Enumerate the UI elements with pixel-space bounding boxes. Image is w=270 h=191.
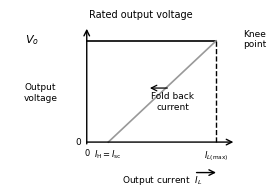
Text: Output current  $I_L$: Output current $I_L$ bbox=[122, 174, 203, 187]
Text: Rated output voltage: Rated output voltage bbox=[89, 10, 192, 20]
Text: $V_o$: $V_o$ bbox=[25, 33, 39, 47]
Text: 0: 0 bbox=[75, 138, 81, 146]
Text: 0: 0 bbox=[84, 149, 89, 158]
Text: Knee
point: Knee point bbox=[243, 30, 266, 49]
Text: Fold back
current: Fold back current bbox=[151, 92, 194, 112]
Text: Output
voltage: Output voltage bbox=[23, 83, 58, 103]
Text: $I_{L({\rm max})}$: $I_{L({\rm max})}$ bbox=[204, 149, 228, 163]
Text: $I_{\rm H} = I_{\rm sc}$: $I_{\rm H} = I_{\rm sc}$ bbox=[94, 149, 122, 161]
